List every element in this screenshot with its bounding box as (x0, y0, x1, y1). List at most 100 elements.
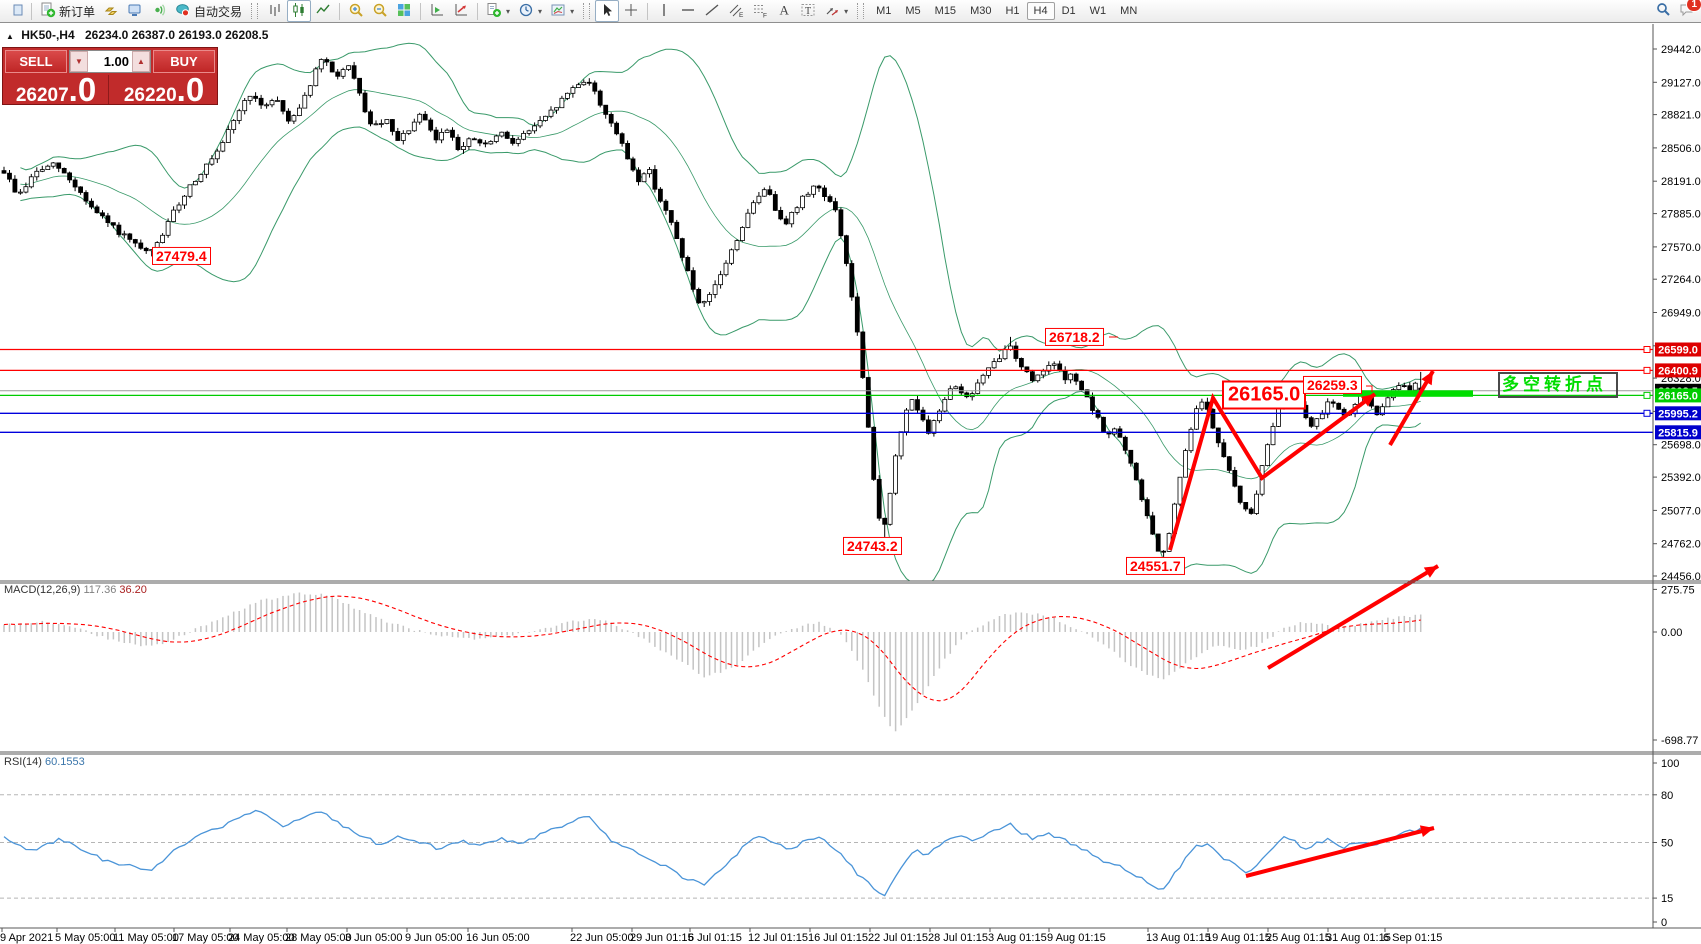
volume-input[interactable] (88, 51, 132, 72)
timeframe-button-mn[interactable]: MN (1120, 5, 1138, 17)
shift-icon (429, 2, 445, 21)
crosshair-icon (623, 2, 639, 21)
market-watch-icon[interactable] (99, 0, 123, 22)
chart-shift-icon[interactable] (425, 0, 449, 22)
search-icon[interactable] (1655, 1, 1671, 22)
timeframe-button-m1[interactable]: M1 (876, 5, 892, 17)
templates-icon[interactable]: ▾ (482, 0, 514, 22)
indicator-axis-ticks: 275.75 0.00 -698.77 100 80 50 15 0 (1653, 584, 1698, 929)
price-annotation[interactable]: 24743.2 (843, 536, 902, 555)
signals-icon[interactable] (147, 0, 171, 22)
time-axis[interactable] (0, 929, 1653, 944)
chart-ohlc-values: 26234.0 26387.0 26193.0 26208.5 (84, 28, 269, 42)
timeframe-button-d1[interactable]: D1 (1061, 5, 1076, 17)
chevron-down-icon: ▾ (538, 6, 543, 16)
window-icon[interactable] (3, 0, 27, 22)
timeframe-button-m15[interactable]: M15 (934, 5, 957, 17)
notifications-icon[interactable]: 1 (1679, 0, 1701, 22)
auto-trading-button[interactable]: 自动交易 (171, 0, 246, 22)
svg-text:22 Jun 05:00: 22 Jun 05:00 (570, 932, 634, 944)
volume-decrease-button[interactable]: ▼ (70, 51, 88, 72)
svg-text:26400.9: 26400.9 (1658, 365, 1698, 377)
zoom-out-icon[interactable] (368, 0, 392, 22)
timeframe-button-w1[interactable]: W1 (1089, 5, 1107, 17)
horizontal-line-icon[interactable] (676, 0, 700, 22)
svg-text:28 May 05:00: 28 May 05:00 (285, 932, 352, 944)
svg-text:0: 0 (1661, 917, 1667, 929)
svg-text:3 Aug 01:15: 3 Aug 01:15 (988, 932, 1047, 944)
sell-price-frac: .0 (68, 71, 97, 108)
toolbar-grip[interactable] (583, 3, 591, 19)
tiles-icon (396, 2, 412, 21)
label-icon: T (800, 2, 816, 21)
svg-text:F: F (763, 12, 767, 18)
price-annotation[interactable]: 26165.0 (1222, 380, 1307, 410)
trendline-icon[interactable] (700, 0, 724, 22)
rsi-trend-arrow[interactable] (1245, 825, 1435, 878)
svg-text:13 Aug 01:15: 13 Aug 01:15 (1146, 932, 1211, 944)
price-axis[interactable] (1653, 24, 1701, 928)
svg-text:26599.0: 26599.0 (1658, 345, 1698, 357)
timeframe-button-m30[interactable]: M30 (970, 5, 992, 17)
arrows-icon[interactable]: ▾ (820, 0, 852, 22)
timeframe-button-m5[interactable]: M5 (905, 5, 921, 17)
bollinger-bands (20, 42, 1421, 581)
line-chart-icon[interactable] (311, 0, 335, 22)
hline-icon (680, 2, 696, 21)
indicators-icon[interactable]: ▾ (546, 0, 578, 22)
timeframe-button-h1[interactable]: H1 (1005, 5, 1020, 17)
auto-scroll-icon[interactable] (449, 0, 473, 22)
rsi-line (3, 809, 1422, 897)
volume-increase-button[interactable]: ▲ (132, 51, 150, 72)
price-zigzag-arrow[interactable] (1168, 392, 1377, 551)
svg-text:25392.0: 25392.0 (1661, 472, 1701, 484)
svg-text:3 Jun 05:00: 3 Jun 05:00 (345, 932, 403, 944)
turning-point-annotation[interactable]: 多空转折点 (1498, 372, 1618, 398)
arrows-icon (824, 2, 840, 21)
price-annotation[interactable]: 24551.7 (1126, 556, 1185, 575)
green-support-bar[interactable] (1343, 390, 1473, 397)
text-label-icon[interactable]: T (796, 0, 820, 22)
price-annotation[interactable]: 26259.3 (1303, 376, 1362, 395)
toolbar-separator (647, 2, 649, 20)
period-icon (518, 2, 534, 21)
bar-chart-icon[interactable] (263, 0, 287, 22)
svg-text:11 May 05:00: 11 May 05:00 (113, 932, 179, 944)
svg-text:T: T (805, 6, 811, 17)
periods-icon[interactable]: ▾ (514, 0, 546, 22)
zoom-in-icon[interactable] (344, 0, 368, 22)
terminal-icon[interactable] (123, 0, 147, 22)
svg-text:6 Sep 01:15: 6 Sep 01:15 (1383, 932, 1442, 944)
timeframe-button-h4[interactable]: H4 (1026, 2, 1055, 20)
tile-windows-icon[interactable] (392, 0, 416, 22)
price-annotation[interactable]: 27479.4 (152, 247, 211, 266)
buy-price[interactable]: 26220.0 (112, 73, 216, 106)
channel-icon[interactable]: E (724, 0, 748, 22)
expand-arrow-icon[interactable]: ▲ (6, 32, 14, 41)
zoomin-icon (348, 2, 364, 21)
fibonacci-icon[interactable]: F (748, 0, 772, 22)
svg-text:28821.0: 28821.0 (1661, 110, 1701, 122)
svg-text:24 May 05:00: 24 May 05:00 (228, 932, 295, 944)
cursor-icon[interactable] (595, 0, 620, 22)
toolbar-grip[interactable] (857, 3, 865, 19)
sell-button[interactable]: SELL (5, 50, 67, 73)
svg-text:31 Aug 01:15: 31 Aug 01:15 (1326, 932, 1391, 944)
new-order-button[interactable]: 新订单 (36, 0, 99, 22)
candles-icon (291, 2, 307, 21)
price-thrust-arrow[interactable] (1388, 369, 1435, 447)
buy-button[interactable]: BUY (153, 50, 215, 73)
fib-icon: F (752, 2, 768, 21)
candlestick-chart-icon[interactable] (287, 0, 312, 22)
autotrade-icon (175, 2, 191, 21)
text-icon[interactable]: A (772, 0, 796, 22)
crosshair-icon[interactable] (619, 0, 643, 22)
svg-text:25 Aug 01:15: 25 Aug 01:15 (1266, 932, 1331, 944)
signal-icon (151, 2, 167, 21)
toolbar-grip[interactable] (251, 3, 259, 19)
vertical-line-icon[interactable] (652, 0, 676, 22)
svg-text:29127.0: 29127.0 (1661, 77, 1701, 89)
price-annotation[interactable]: 26718.2 (1045, 327, 1104, 346)
sell-price[interactable]: 26207.0 (4, 71, 109, 108)
